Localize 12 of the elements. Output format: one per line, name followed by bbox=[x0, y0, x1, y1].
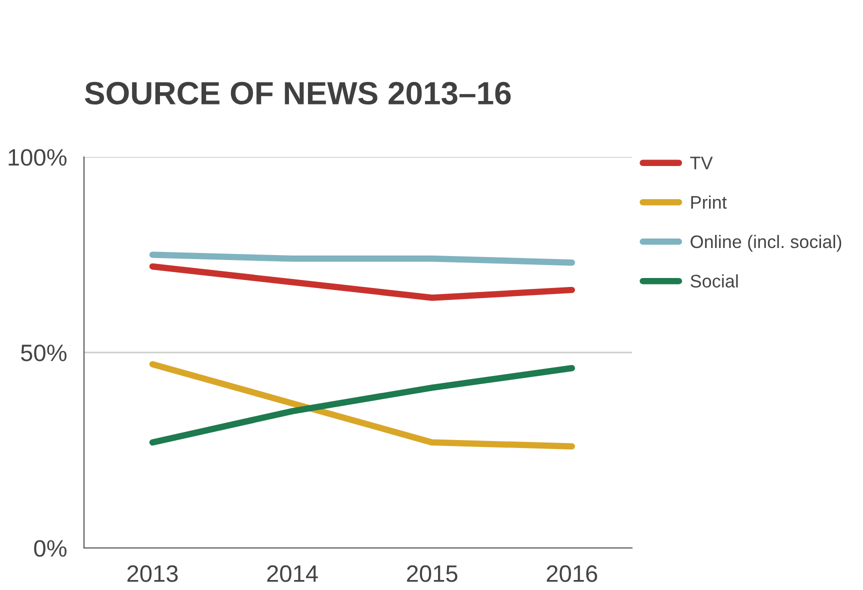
y-tick-label: 50% bbox=[21, 344, 66, 362]
x-tick-label: 2013 bbox=[127, 565, 178, 582]
chart-title: SOURCE OF NEWS 2013–16 bbox=[84, 82, 511, 105]
y-tick-label: 0% bbox=[34, 540, 66, 557]
legend-label: TV bbox=[690, 156, 713, 170]
x-tick-label: 2014 bbox=[267, 565, 318, 582]
legend-label: Print bbox=[691, 196, 727, 209]
x-tick-label: 2015 bbox=[407, 565, 458, 582]
x-tick-label: 2016 bbox=[546, 565, 598, 582]
legend-label: Online (incl. social) bbox=[690, 234, 842, 252]
legend-label: Social bbox=[690, 274, 738, 288]
y-tick-label: 100% bbox=[8, 149, 66, 166]
